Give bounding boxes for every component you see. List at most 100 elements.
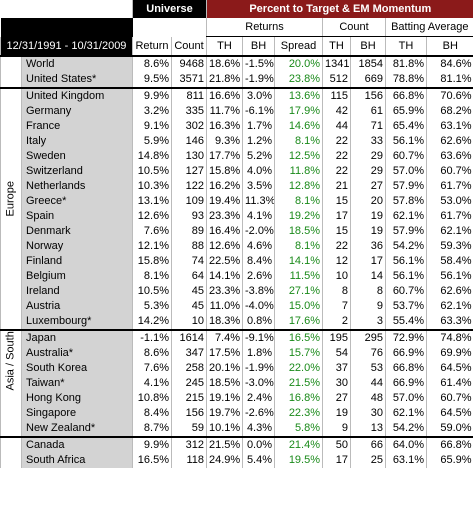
cell: 62.1% bbox=[385, 209, 427, 224]
country: Luxembourg* bbox=[21, 314, 133, 330]
cell: 11.5% bbox=[274, 269, 323, 284]
cell: 10 bbox=[322, 269, 351, 284]
cell: 1614 bbox=[170, 329, 207, 346]
column-header: TH bbox=[385, 36, 427, 57]
cell: 53 bbox=[350, 361, 386, 376]
column-header: TH bbox=[322, 36, 351, 57]
cell: 8 bbox=[350, 284, 386, 299]
row: United States* 9.5% 3571 21.8% -1.9% 23.8% 512… bbox=[1, 72, 473, 88]
cell: 11.8% bbox=[274, 164, 323, 179]
cell: 22.0% bbox=[274, 361, 323, 376]
cell: 8.6% bbox=[132, 346, 172, 361]
cell: 8.6% bbox=[132, 55, 172, 72]
row: Australia* 8.6% 347 17.5% 1.8% 15.7% 54 76 66.9%… bbox=[1, 346, 473, 361]
cell: 29 bbox=[350, 149, 386, 164]
country: New Zealand* bbox=[21, 421, 133, 437]
cell: 302 bbox=[170, 119, 207, 134]
cell: 78.8% bbox=[385, 72, 427, 88]
cell: 17 bbox=[350, 254, 386, 269]
cell: 56.1% bbox=[385, 254, 427, 269]
cell: -1.9% bbox=[242, 361, 275, 376]
cell: 8.1% bbox=[274, 134, 323, 149]
cell: 25 bbox=[350, 453, 386, 468]
country: Spain bbox=[21, 209, 133, 224]
cell: 17 bbox=[322, 453, 351, 468]
cell: 18.5% bbox=[206, 376, 243, 391]
row: Finland 15.8% 74 22.5% 8.4% 14.1% 12 17 56.1% 58.… bbox=[1, 254, 473, 269]
cell: 66.9% bbox=[385, 376, 427, 391]
period: 12/31/1991 - 10/31/2009 bbox=[0, 36, 133, 56]
cell: 56.1% bbox=[385, 134, 427, 149]
cell: 3.2% bbox=[132, 104, 172, 119]
cell: 16.5% bbox=[274, 329, 323, 346]
cell: 11.7% bbox=[206, 104, 243, 119]
cell: 30 bbox=[350, 406, 386, 421]
cell: 22 bbox=[322, 164, 351, 179]
cell: 54.2% bbox=[385, 421, 427, 437]
cell: 7.6% bbox=[132, 361, 172, 376]
cell: 9.5% bbox=[132, 72, 172, 88]
row: Germany 3.2% 335 11.7% -6.1% 17.9% 42 61 65.9% 68… bbox=[1, 104, 473, 119]
row: Spain 12.6% 93 23.3% 4.1% 19.2% 17 19 62.1% 61.7% bbox=[1, 209, 473, 224]
cell: 0.8% bbox=[242, 314, 275, 330]
cell: 18.5% bbox=[274, 224, 323, 239]
cell: 62.6% bbox=[426, 134, 473, 149]
cell: 57.8% bbox=[385, 194, 427, 209]
cell: 56.1% bbox=[385, 269, 427, 284]
cell: 72.9% bbox=[385, 329, 427, 346]
country: United Kingdom bbox=[21, 87, 133, 104]
cell: 7.4% bbox=[206, 329, 243, 346]
cell: 42 bbox=[322, 104, 351, 119]
cell: 27 bbox=[350, 179, 386, 194]
country: South Africa bbox=[21, 453, 133, 468]
cell: 62.1% bbox=[385, 406, 427, 421]
cell: 11.3% bbox=[242, 194, 275, 209]
cell: 18.6% bbox=[206, 55, 243, 72]
cell: 15.8% bbox=[132, 254, 172, 269]
cell: 23.8% bbox=[274, 72, 323, 88]
cell: 30 bbox=[322, 376, 351, 391]
row: Italy 5.9% 146 9.3% 1.2% 8.1% 22 33 56.1% 62.6% bbox=[1, 134, 473, 149]
country: World bbox=[21, 55, 133, 72]
cell: 54 bbox=[322, 346, 351, 361]
cell: 63.3% bbox=[426, 314, 473, 330]
cell: 8.4% bbox=[242, 254, 275, 269]
cell: 8.1% bbox=[274, 194, 323, 209]
cell: 1.7% bbox=[242, 119, 275, 134]
cell: 2.4% bbox=[242, 391, 275, 406]
cell: 50 bbox=[322, 436, 351, 453]
cell: 57.9% bbox=[385, 224, 427, 239]
returns-header: Returns bbox=[206, 18, 323, 37]
row: Hong Kong 10.8% 215 19.1% 2.4% 16.8% 27 48 57.0%… bbox=[1, 391, 473, 406]
cell: 21.4% bbox=[274, 436, 323, 453]
cell: 65.9% bbox=[426, 453, 473, 468]
row: South Africa 16.5% 118 24.9% 5.4% 19.5% 17 25 63… bbox=[1, 453, 473, 468]
cell: 62.6% bbox=[426, 284, 473, 299]
cell: -3.0% bbox=[242, 376, 275, 391]
cell: 36 bbox=[350, 239, 386, 254]
cell: 10 bbox=[170, 314, 207, 330]
row: Ireland 10.5% 45 23.3% -3.8% 27.1% 8 8 60.7% 62.6… bbox=[1, 284, 473, 299]
cell: 811 bbox=[170, 87, 207, 104]
column-header: Return bbox=[132, 36, 172, 57]
cell: 24.9% bbox=[206, 453, 243, 468]
cell: 12.5% bbox=[274, 149, 323, 164]
cell: 16.5% bbox=[132, 453, 172, 468]
cell: -2.6% bbox=[242, 406, 275, 421]
cell: 16.2% bbox=[206, 179, 243, 194]
cell: 59.3% bbox=[426, 239, 473, 254]
row: Asia / South Pacific Japan -1.1% 1614 7.4% -9… bbox=[0, 329, 473, 437]
cell: 10.5% bbox=[132, 164, 172, 179]
cell: 13.6% bbox=[274, 87, 323, 104]
cell: 15.8% bbox=[206, 164, 243, 179]
row: Belgium 8.1% 64 14.1% 2.6% 11.5% 10 14 56.1% 56.1… bbox=[1, 269, 473, 284]
cell: 195 bbox=[322, 329, 351, 346]
cell: 10.8% bbox=[132, 391, 172, 406]
cell: 9.1% bbox=[132, 119, 172, 134]
cell: 19 bbox=[350, 209, 386, 224]
country: Ireland bbox=[21, 284, 133, 299]
cell: 17.9% bbox=[274, 104, 323, 119]
cell: 58.4% bbox=[426, 254, 473, 269]
cell: 19 bbox=[350, 224, 386, 239]
cell: 11.0% bbox=[206, 299, 243, 314]
